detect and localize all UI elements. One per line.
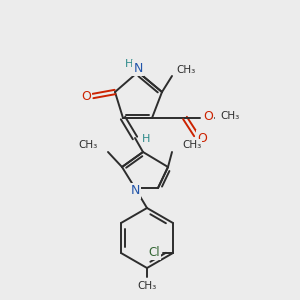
Text: O: O — [203, 110, 213, 122]
Text: CH₃: CH₃ — [182, 140, 201, 150]
Text: H: H — [142, 134, 150, 144]
Text: N: N — [130, 184, 140, 197]
Text: CH₃: CH₃ — [220, 111, 239, 121]
Text: N: N — [133, 61, 143, 74]
Text: O: O — [81, 89, 91, 103]
Text: H: H — [125, 59, 133, 69]
Text: CH₃: CH₃ — [137, 281, 157, 291]
Text: Cl: Cl — [148, 245, 160, 259]
Text: O: O — [197, 131, 207, 145]
Text: CH₃: CH₃ — [79, 140, 98, 150]
Text: CH₃: CH₃ — [176, 65, 195, 75]
